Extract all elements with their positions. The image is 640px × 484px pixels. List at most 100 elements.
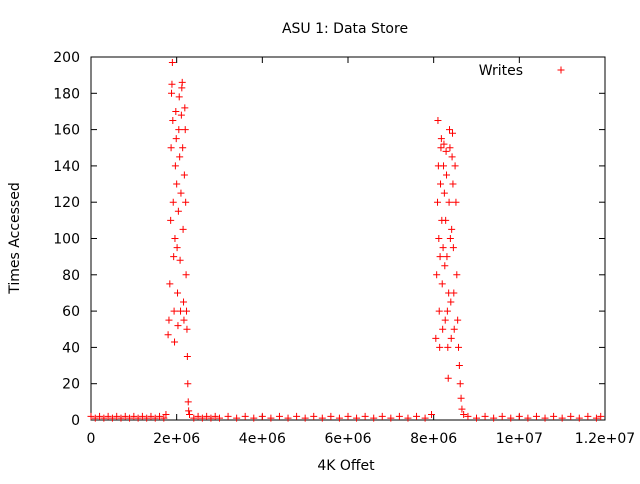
data-point: [434, 117, 442, 125]
data-point: [449, 244, 457, 252]
data-point: [250, 414, 258, 422]
data-point: [174, 289, 182, 297]
data-point: [174, 207, 182, 215]
data-point: [436, 343, 444, 351]
data-point: [458, 405, 466, 413]
data-point: [181, 126, 189, 134]
data-point: [177, 307, 185, 315]
data-point: [450, 289, 458, 297]
data-point: [180, 298, 188, 306]
data-point: [440, 140, 448, 148]
data-point: [180, 316, 188, 324]
data-point: [143, 414, 151, 422]
y-tick-label: 120: [53, 195, 80, 211]
data-point: [173, 244, 181, 252]
data-point: [104, 412, 112, 420]
data-point: [275, 412, 283, 420]
y-tick-label: 20: [62, 377, 80, 393]
data-point: [178, 78, 186, 86]
data-point: [167, 216, 175, 224]
y-tick-label: 160: [53, 123, 80, 139]
data-point: [541, 414, 549, 422]
data-point: [453, 271, 461, 279]
data-point: [168, 80, 176, 88]
data-point: [490, 414, 498, 422]
labels-group: ASU 1: Data Store 4K Offet Times Accesse…: [7, 21, 635, 474]
data-point: [481, 412, 489, 420]
data-point: [443, 171, 451, 179]
data-point: [404, 414, 412, 422]
data-point: [166, 280, 174, 288]
data-point: [180, 171, 188, 179]
data-point: [190, 414, 198, 422]
data-point: [100, 414, 108, 422]
data-point: [597, 412, 605, 420]
plot-frame: [90, 56, 606, 421]
data-point: [156, 412, 164, 420]
data-point: [182, 271, 190, 279]
y-axis-label: Times Accessed: [7, 182, 23, 294]
data-point: [435, 235, 443, 242]
points-group: [87, 58, 605, 422]
data-point: [170, 253, 178, 261]
data-point: [171, 235, 179, 242]
data-point: [387, 414, 395, 422]
data-point: [175, 126, 183, 134]
data-point: [532, 412, 540, 420]
data-point: [464, 412, 472, 420]
data-point: [444, 343, 452, 351]
data-point: [162, 411, 170, 419]
data-point: [179, 225, 187, 233]
data-point: [177, 189, 185, 197]
y-tick-label: 140: [53, 159, 80, 175]
data-point: [439, 325, 447, 333]
data-point: [457, 394, 465, 402]
data-point: [444, 374, 452, 382]
data-point: [284, 414, 292, 422]
data-point: [96, 412, 104, 420]
data-point: [378, 412, 386, 420]
data-point: [171, 338, 179, 346]
data-point: [446, 144, 454, 152]
data-point: [121, 412, 129, 420]
data-point: [435, 307, 443, 315]
data-point: [126, 414, 134, 422]
data-point: [448, 225, 456, 233]
data-point: [194, 412, 202, 420]
data-point: [439, 244, 447, 252]
data-point: [170, 307, 178, 315]
data-point: [575, 414, 583, 422]
data-point: [198, 414, 206, 422]
data-point: [446, 235, 454, 242]
data-point: [550, 412, 558, 420]
y-tick-label: 200: [53, 50, 80, 66]
data-point: [344, 412, 352, 420]
data-point: [310, 412, 318, 420]
data-point: [449, 129, 457, 137]
data-point: [447, 334, 455, 342]
data-point: [179, 144, 187, 152]
data-point: [172, 135, 180, 143]
data-point: [442, 147, 450, 155]
data-point: [428, 411, 436, 419]
data-point: [216, 414, 223, 422]
data-point: [432, 334, 440, 342]
y-tick-label: 40: [62, 340, 80, 356]
data-point: [449, 180, 457, 188]
data-point: [498, 412, 506, 420]
data-point: [446, 126, 454, 134]
data-point: [185, 407, 193, 415]
data-point: [413, 412, 421, 420]
x-axis-label: 4K Offet: [317, 458, 375, 474]
data-point: [437, 144, 445, 152]
y-tick-label: 60: [62, 304, 80, 320]
data-point: [421, 414, 429, 422]
data-point: [592, 414, 600, 422]
data-point: [169, 117, 177, 125]
y-tick-label: 180: [53, 86, 80, 102]
data-point: [113, 412, 121, 420]
data-point: [203, 412, 211, 420]
data-point: [447, 298, 455, 306]
x-tick-label: 4e+06: [239, 431, 286, 447]
data-point: [452, 198, 460, 206]
